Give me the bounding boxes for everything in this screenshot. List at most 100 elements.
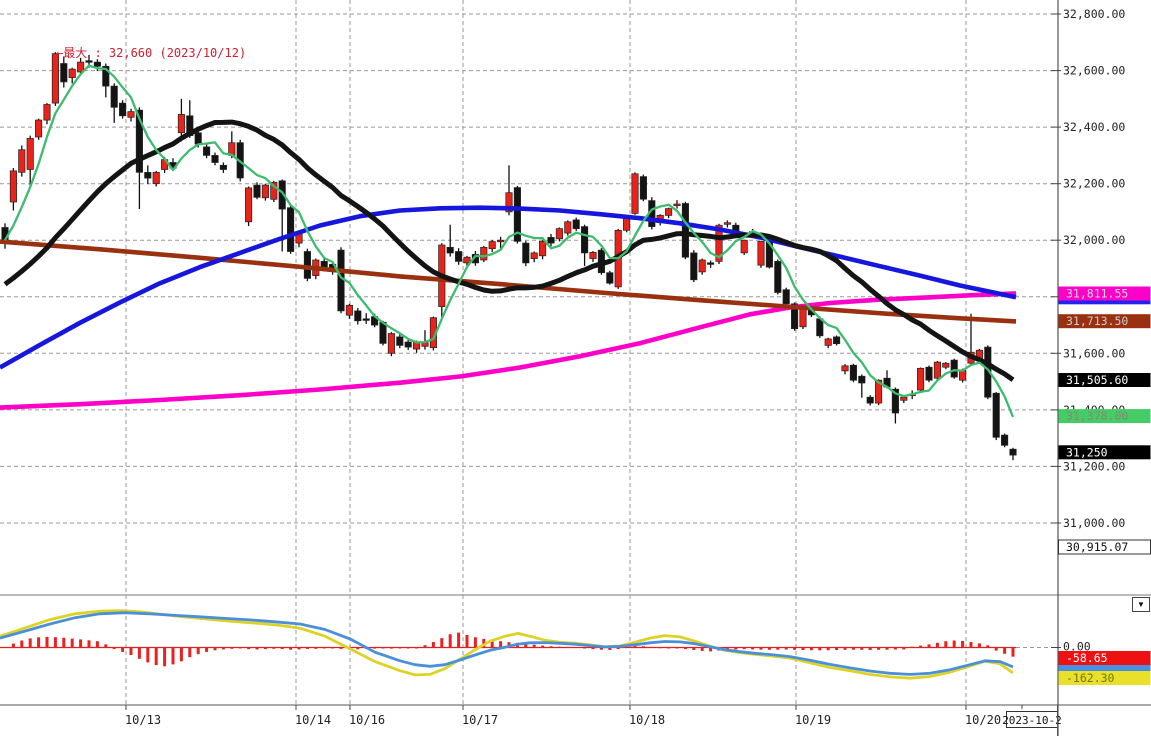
macd-histogram-bar <box>683 647 687 650</box>
candle-body <box>497 239 505 243</box>
scale-dropdown-button[interactable]: ▼ <box>1132 597 1150 612</box>
candle-body <box>505 192 513 213</box>
macd-histogram-bar <box>877 647 881 650</box>
macd-histogram-bar <box>835 647 839 650</box>
price-badge <box>1058 445 1151 460</box>
macd-histogram-bar <box>448 634 452 648</box>
candle-body <box>18 149 26 173</box>
macd-histogram-bar <box>583 647 587 649</box>
candle-body <box>740 239 748 254</box>
macd-histogram-bar <box>742 647 746 650</box>
macd-histogram-bar <box>457 632 461 648</box>
macd-histogram-bar <box>255 647 259 650</box>
date-label: 10/13 <box>125 713 161 727</box>
macd-histogram-bar <box>28 638 32 648</box>
macd-histogram-bar <box>179 647 183 662</box>
macd-histogram-bar <box>37 637 41 648</box>
macd-histogram-bar <box>557 646 561 648</box>
candle-body <box>673 203 681 206</box>
macd-histogram-bar <box>650 646 654 648</box>
date-label: 10/14 <box>295 713 331 727</box>
candle-body <box>530 252 538 259</box>
macd-histogram-bar <box>633 645 637 648</box>
candle-body <box>875 379 883 404</box>
candle-body <box>639 176 647 200</box>
candle-body <box>446 246 454 254</box>
candle-body <box>345 304 353 316</box>
macd-histogram-bar <box>776 647 780 650</box>
macd-histogram-bar <box>381 647 385 649</box>
candle-body <box>791 303 799 330</box>
chevron-down-icon: ▼ <box>1137 599 1145 609</box>
candle-body <box>219 164 227 170</box>
macd-histogram-bar <box>263 647 267 650</box>
candle-body <box>51 53 59 104</box>
candle-body <box>564 221 572 234</box>
price-badges: 31,811.55 31,713.50 31,505.60 31,378.00 31,2… <box>1058 286 1151 555</box>
candle-body <box>522 242 530 264</box>
ma-brown-line <box>0 239 1017 324</box>
candle-body <box>43 104 51 121</box>
candle-body <box>917 367 925 391</box>
candle-body <box>942 362 950 368</box>
macd-histogram-bar <box>87 640 91 648</box>
candle-body <box>581 226 589 254</box>
y-axis-label: 31,200.00 <box>1063 459 1125 473</box>
date-label: 10/19 <box>795 713 831 727</box>
macd-histogram-bar <box>146 647 150 663</box>
macd-histogram-bar <box>247 647 251 650</box>
candle-body <box>547 237 555 244</box>
macd-histogram-bar <box>868 647 872 650</box>
macd-histogram-bar <box>112 647 116 650</box>
date-axis: 10/13 10/14 10/16 10/17 10/18 10/19 10/20 2023-… <box>125 705 1062 736</box>
candle-body <box>203 146 211 156</box>
macd-histogram-bar <box>289 647 293 650</box>
macd-histogram-bar <box>95 641 99 648</box>
candle-body <box>858 375 866 384</box>
macd-histogram-bar <box>431 642 435 648</box>
candle-body <box>715 224 723 262</box>
macd-badges: -58.65 -162.30 <box>1058 651 1151 685</box>
macd-histogram-bar <box>524 643 528 648</box>
macd-histogram-bar <box>801 647 805 650</box>
macd-histogram-bar <box>986 645 990 648</box>
candle-body <box>253 184 261 198</box>
candle-body <box>211 155 219 163</box>
macd-pane <box>0 609 1016 680</box>
macd-histogram-bar <box>45 636 49 648</box>
macd-histogram-bar <box>826 647 830 651</box>
macd-histogram-bar <box>641 646 645 648</box>
macd-histogram-bar <box>322 647 326 649</box>
macd-histogram-bar <box>238 647 242 649</box>
macd-histogram-bar <box>625 646 629 648</box>
current-date-label: 2023-10-2 <box>1002 714 1062 727</box>
candle-body <box>85 60 93 63</box>
candle-body <box>320 261 328 268</box>
macd-line <box>0 611 1014 676</box>
candle-body <box>690 252 698 281</box>
macd-histogram-bar <box>994 647 998 651</box>
macd-histogram-bar <box>574 647 578 648</box>
ma-black-line <box>3 119 1015 382</box>
price-badge-label: 30,915.07 <box>1066 540 1128 554</box>
candle-body <box>900 396 908 401</box>
ma-green-line <box>4 64 1015 418</box>
candle-body <box>833 336 841 345</box>
macd-histogram-bar <box>935 642 939 648</box>
macd-histogram-bar <box>70 638 74 648</box>
candle-body <box>127 111 135 118</box>
price-badge-label: 31,505.60 <box>1066 373 1128 387</box>
candle-body <box>337 249 345 312</box>
price-badge <box>1058 286 1151 301</box>
macd-histogram-bar <box>314 647 318 649</box>
candles <box>1 52 1017 461</box>
macd-histogram-bar <box>205 647 209 652</box>
macd-histogram-bar <box>944 641 948 648</box>
candle-body <box>135 109 143 173</box>
candle-body <box>774 261 782 293</box>
candle-body <box>539 241 547 257</box>
macd-histogram-bar <box>1011 647 1015 657</box>
price-badge <box>1058 409 1151 424</box>
